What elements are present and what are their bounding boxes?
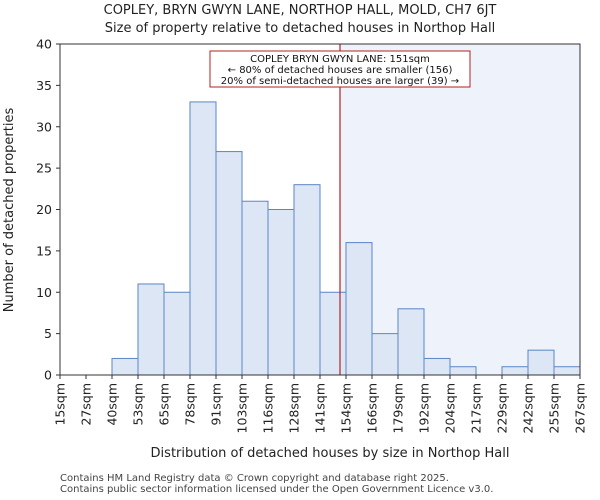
x-tick-label-255sqm: 255sqm [547, 383, 562, 433]
bar-192sqm [423, 357, 451, 376]
bar-53sqm [137, 283, 165, 376]
x-tick-label-217sqm: 217sqm [469, 383, 484, 433]
y-tick-label-40: 40 [36, 37, 52, 52]
x-tick-label-103sqm: 103sqm [235, 383, 250, 433]
y-tick-label-10: 10 [36, 285, 52, 300]
bar-128sqm [293, 184, 321, 376]
x-tick-label-192sqm: 192sqm [417, 383, 432, 433]
x-axis-label: Distribution of detached houses by size … [151, 446, 510, 461]
bar-166sqm [371, 333, 399, 376]
annotation-line-3: 20% of semi-detached houses are larger (… [221, 76, 459, 87]
bar-78sqm [189, 101, 217, 376]
chart-title: COPLEY, BRYN GWYN LANE, NORTHOP HALL, MO… [104, 3, 497, 18]
footer-line-2: Contains public sector information licen… [60, 484, 494, 495]
bar-242sqm [527, 349, 555, 376]
x-tick-label-267sqm: 267sqm [573, 383, 588, 433]
highlight-region [340, 44, 580, 375]
chart-subtitle: Size of property relative to detached ho… [105, 21, 495, 36]
x-tick-label-128sqm: 128sqm [287, 383, 302, 433]
bar-40sqm [111, 357, 139, 376]
x-tick-label-53sqm: 53sqm [131, 383, 146, 426]
y-tick-label-20: 20 [36, 202, 52, 217]
footer-line-1: Contains HM Land Registry data © Crown c… [60, 473, 449, 484]
x-tick-label-65sqm: 65sqm [157, 383, 172, 426]
y-tick-label-0: 0 [44, 368, 52, 383]
bar-103sqm [241, 200, 269, 376]
x-tick-label-40sqm: 40sqm [105, 383, 120, 426]
x-tick-label-116sqm: 116sqm [261, 383, 276, 433]
y-tick-label-5: 5 [44, 326, 52, 341]
annotation-border [209, 50, 471, 88]
x-tick-label-204sqm: 204sqm [443, 383, 458, 433]
x-tick-label-154sqm: 154sqm [339, 383, 354, 433]
bar-179sqm [397, 308, 425, 376]
annotation-line-2: ← 80% of detached houses are smaller (15… [228, 65, 453, 76]
bar-154sqm [345, 242, 373, 376]
x-tick-label-78sqm: 78sqm [183, 383, 198, 426]
plot-background [340, 44, 580, 375]
x-tick-label-179sqm: 179sqm [391, 383, 406, 433]
bar-204sqm [449, 366, 477, 376]
bar-229sqm [501, 366, 529, 376]
bar-255sqm [553, 366, 581, 376]
annotation-line-1: COPLEY BRYN GWYN LANE: 151sqm [250, 54, 430, 65]
y-tick-label-30: 30 [36, 119, 52, 134]
bar-91sqm [215, 151, 243, 376]
x-tick-label-141sqm: 141sqm [313, 383, 328, 433]
y-axis-label: Number of detached properties [2, 108, 17, 313]
bar-116sqm [267, 209, 295, 376]
bar-65sqm [163, 291, 191, 376]
y-ticks: 0 5 10 15 20 25 30 35 40 [36, 37, 60, 383]
x-tick-label-91sqm: 91sqm [209, 383, 224, 426]
x-tick-label-166sqm: 166sqm [365, 383, 380, 433]
x-tick-label-27sqm: 27sqm [79, 383, 94, 426]
annotation-box: COPLEY BRYN GWYN LANE: 151sqm ← 80% of d… [209, 50, 471, 88]
y-tick-label-25: 25 [36, 161, 52, 176]
x-ticks: 15sqm 27sqm 40sqm 53sqm 65sqm 78sqm 91sqm 103sq… [53, 375, 588, 433]
bars [111, 101, 581, 376]
y-tick-label-15: 15 [36, 243, 52, 258]
x-tick-label-229sqm: 229sqm [495, 383, 510, 433]
x-tick-label-15sqm: 15sqm [53, 383, 68, 426]
x-tick-label-242sqm: 242sqm [521, 383, 536, 433]
bar-141sqm [319, 291, 347, 376]
y-tick-label-35: 35 [36, 78, 52, 93]
